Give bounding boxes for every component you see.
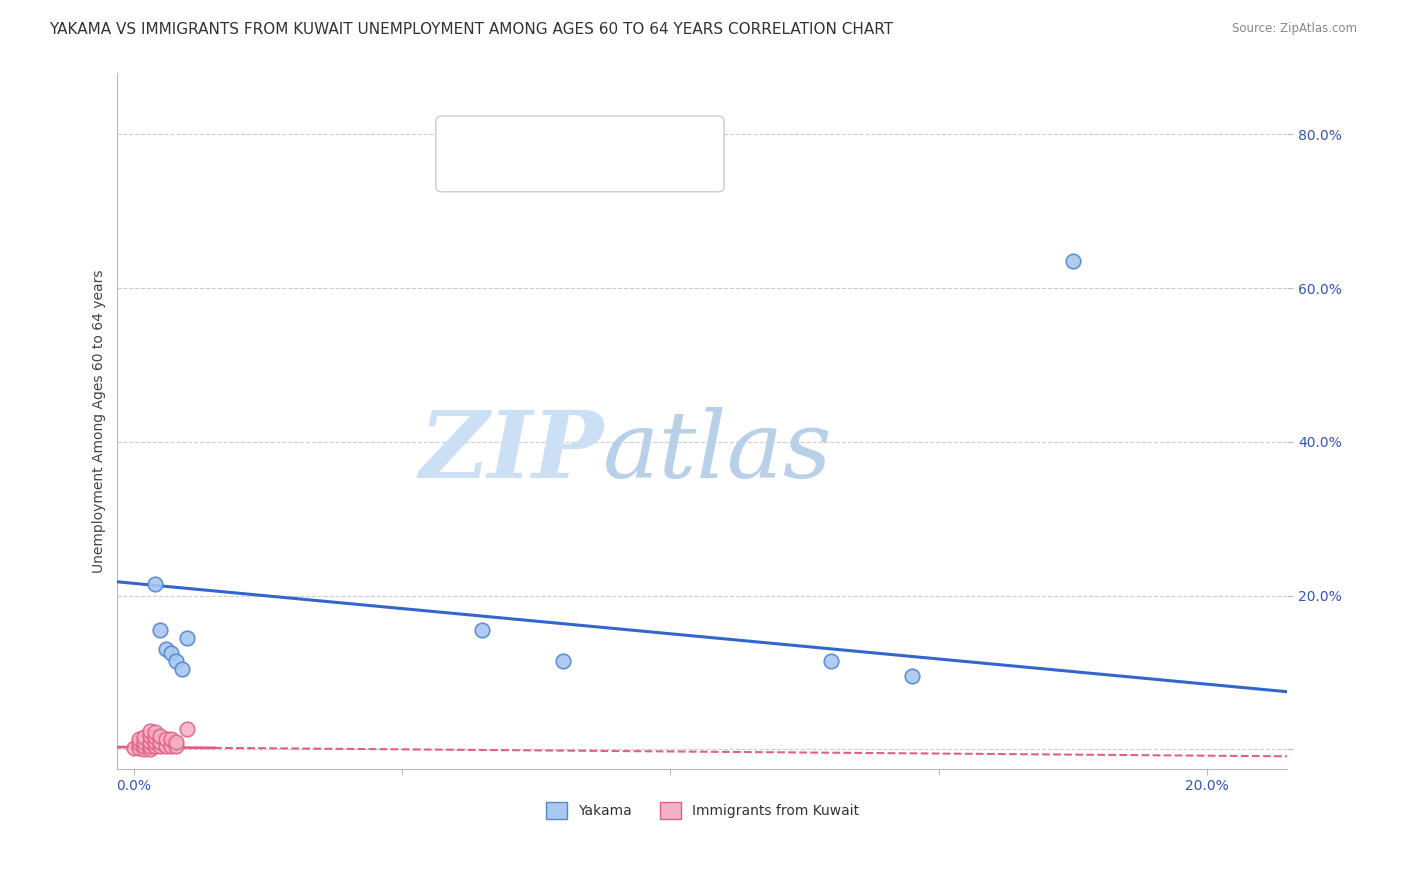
Y-axis label: Unemployment Among Ages 60 to 64 years: Unemployment Among Ages 60 to 64 years [93, 269, 107, 573]
Point [143, 735, 166, 749]
Point [134, 742, 156, 756]
Text: N =: N = [600, 132, 634, 147]
Text: -0.156: -0.156 [520, 132, 575, 147]
Bar [456, 157, 478, 178]
Point [551, 654, 574, 668]
Point [138, 735, 160, 749]
Point [155, 739, 177, 754]
Point [143, 577, 166, 591]
Text: 12: 12 [634, 132, 655, 147]
Point [143, 739, 166, 754]
Point [1062, 254, 1084, 268]
Legend: Yakama, Immigrants from Kuwait: Yakama, Immigrants from Kuwait [541, 797, 865, 824]
Point [134, 739, 156, 754]
Point [143, 730, 166, 744]
Point [149, 735, 172, 749]
Text: ZIP: ZIP [419, 407, 603, 497]
Point [134, 735, 156, 749]
Point [143, 725, 166, 739]
Point [901, 669, 924, 683]
Point [149, 729, 172, 743]
Point [160, 646, 183, 660]
Point [128, 740, 150, 755]
Point [138, 742, 160, 756]
Point [820, 654, 842, 668]
Point [170, 662, 193, 676]
Point [138, 723, 160, 738]
Point [166, 739, 188, 754]
Text: Source: ZipAtlas.com: Source: ZipAtlas.com [1232, 22, 1357, 36]
Text: YAKAMA VS IMMIGRANTS FROM KUWAIT UNEMPLOYMENT AMONG AGES 60 TO 64 YEARS CORRELAT: YAKAMA VS IMMIGRANTS FROM KUWAIT UNEMPLO… [49, 22, 893, 37]
Point [176, 723, 198, 737]
Point [134, 730, 156, 744]
Point [471, 624, 494, 638]
Point [166, 735, 188, 749]
Text: -0.135: -0.135 [520, 161, 575, 175]
Point [122, 740, 145, 755]
Point [160, 739, 183, 754]
Text: R =: R = [486, 161, 519, 175]
Text: N =: N = [600, 161, 634, 175]
Point [160, 731, 183, 746]
Point [128, 731, 150, 746]
Point [155, 731, 177, 746]
Point [149, 739, 172, 754]
Point [138, 729, 160, 743]
Point [128, 736, 150, 750]
Text: 27: 27 [634, 161, 657, 175]
Point [149, 624, 172, 638]
Point [138, 739, 160, 754]
Text: R =: R = [486, 132, 519, 147]
Bar [456, 128, 478, 150]
Text: atlas: atlas [603, 407, 832, 497]
Point [155, 642, 177, 657]
Point [166, 654, 188, 668]
Point [176, 631, 198, 645]
